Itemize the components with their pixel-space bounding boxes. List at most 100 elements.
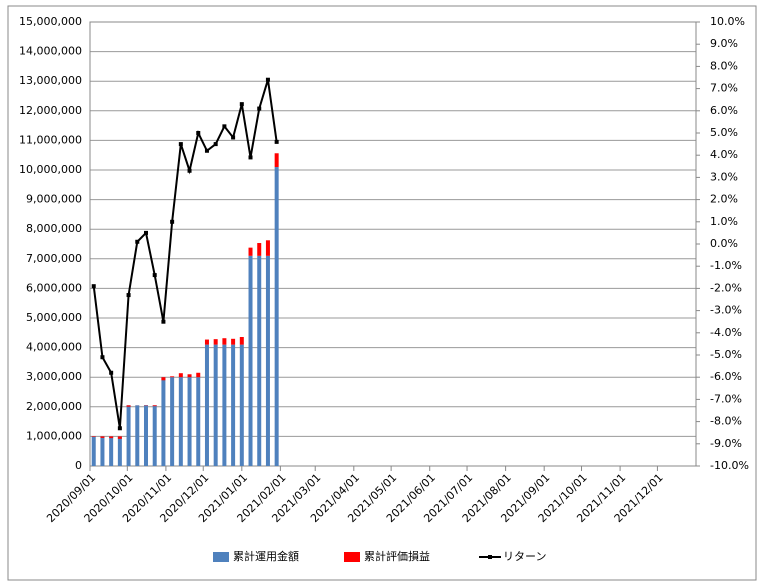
- y2-tick-label: -6.0%: [710, 370, 742, 383]
- bar: [126, 405, 131, 407]
- bar: [239, 337, 244, 345]
- marker: [274, 139, 279, 144]
- bar: [117, 436, 122, 439]
- bar: [257, 243, 262, 256]
- legend-swatch: [213, 552, 229, 562]
- bar: [135, 405, 140, 466]
- y2-tick-label: 0.0%: [710, 237, 738, 250]
- bar: [196, 372, 201, 378]
- bar: [222, 338, 227, 345]
- bar: [265, 240, 270, 256]
- y2-tick-label: 8.0%: [710, 59, 738, 72]
- y-tick-label: 3,000,000: [26, 370, 82, 383]
- bar: [213, 344, 218, 466]
- marker: [109, 370, 114, 375]
- marker: [187, 168, 192, 173]
- y-tick-label: 4,000,000: [26, 341, 82, 354]
- y2-tick-label: 7.0%: [710, 82, 738, 95]
- marker: [143, 230, 148, 235]
- marker: [152, 273, 157, 278]
- marker: [204, 148, 209, 153]
- marker: [265, 77, 270, 82]
- marker: [117, 426, 122, 431]
- y2-tick-label: -4.0%: [710, 326, 742, 339]
- bar: [213, 339, 218, 345]
- bar: [143, 405, 148, 466]
- y2-tick-label: 3.0%: [710, 170, 738, 183]
- y2-tick-label: 1.0%: [710, 215, 738, 228]
- y-tick-label: 5,000,000: [26, 311, 82, 324]
- bar: [170, 377, 175, 466]
- y2-tick-label: 2.0%: [710, 193, 738, 206]
- legend-swatch: [488, 555, 492, 559]
- bar: [222, 344, 227, 466]
- y2-tick-label: -3.0%: [710, 304, 742, 317]
- y-tick-label: 1,000,000: [26, 429, 82, 442]
- y-tick-label: 7,000,000: [26, 252, 82, 265]
- bar: [204, 339, 209, 345]
- y-tick-label: 14,000,000: [19, 45, 82, 58]
- marker: [257, 106, 262, 111]
- bar: [231, 344, 236, 466]
- y2-tick-label: -10.0%: [710, 459, 749, 472]
- y2-tick-label: 4.0%: [710, 148, 738, 161]
- marker: [231, 135, 236, 140]
- y-tick-label: 13,000,000: [19, 74, 82, 87]
- y2-tick-label: 9.0%: [710, 37, 738, 50]
- marker: [248, 155, 253, 160]
- bar: [161, 377, 166, 381]
- y2-tick-label: -2.0%: [710, 281, 742, 294]
- bar: [274, 167, 279, 467]
- bar: [109, 436, 114, 466]
- y2-tick-label: 10.0%: [710, 15, 745, 28]
- chart-border: [7, 5, 757, 581]
- marker: [196, 131, 201, 135]
- marker: [135, 239, 140, 244]
- bar: [170, 376, 175, 378]
- y2-tick-label: 5.0%: [710, 126, 738, 139]
- y2-tick-label: -5.0%: [710, 348, 742, 361]
- legend-swatch: [344, 552, 360, 562]
- bar: [91, 436, 96, 466]
- bar: [265, 255, 270, 466]
- bar: [231, 338, 236, 345]
- bar: [126, 405, 131, 466]
- y2-tick-label: -7.0%: [710, 392, 742, 405]
- legend-label: 累計運用金額: [233, 549, 299, 563]
- y-tick-label: 2,000,000: [26, 400, 82, 413]
- bar: [100, 436, 105, 438]
- y-tick-label: 8,000,000: [26, 222, 82, 235]
- marker: [222, 124, 227, 129]
- bar: [187, 377, 192, 466]
- bar: [187, 374, 192, 378]
- line: [92, 79, 278, 429]
- bar: [178, 373, 183, 378]
- y-tick-label: 15,000,000: [19, 15, 82, 28]
- marker: [91, 284, 96, 289]
- y-tick-label: 11,000,000: [19, 133, 82, 146]
- y2-tick-label: 6.0%: [710, 104, 738, 117]
- marker: [170, 219, 175, 224]
- bar: [248, 247, 253, 256]
- legend-label: リターン: [503, 550, 546, 563]
- bar: [196, 377, 201, 466]
- marker: [213, 142, 218, 147]
- legend-label: 累計評価損益: [364, 549, 430, 563]
- bar: [152, 405, 157, 407]
- bar: [204, 344, 209, 466]
- bar: [91, 436, 96, 437]
- y2-tick-label: -9.0%: [710, 437, 742, 450]
- y2-tick-label: -8.0%: [710, 415, 742, 428]
- bar: [100, 436, 105, 466]
- y-tick-label: 6,000,000: [26, 281, 82, 294]
- bar: [274, 153, 279, 168]
- bar: [178, 377, 183, 466]
- bar: [152, 405, 157, 466]
- y-tick-label: 0: [75, 459, 82, 472]
- y-tick-label: 12,000,000: [19, 104, 82, 117]
- marker: [239, 102, 244, 107]
- plot-area: [89, 21, 697, 467]
- bar: [248, 255, 253, 466]
- y2-tick-label: -1.0%: [710, 259, 742, 272]
